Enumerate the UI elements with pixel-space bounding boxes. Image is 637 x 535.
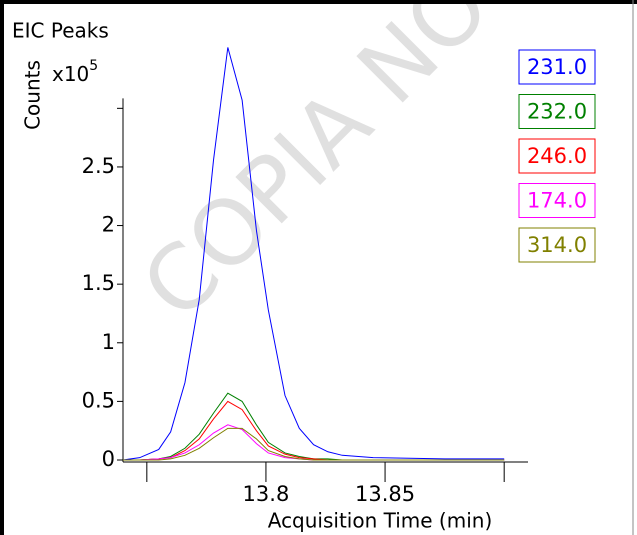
legend-box <box>518 49 596 85</box>
y-unit: x105 <box>52 58 98 86</box>
x-axis-label: Acquisition Time (min) <box>268 509 493 533</box>
legend-box <box>518 94 596 129</box>
legend-label: 246.0 <box>527 144 587 168</box>
y-tick-label: 1 <box>102 330 115 354</box>
y-tick-label: 2.5 <box>82 154 115 178</box>
y-axis-label: Counts <box>21 60 45 130</box>
y-tick-label: 0.5 <box>82 388 115 412</box>
y-tick-label: 1.5 <box>82 271 115 295</box>
legend-box <box>518 183 596 218</box>
series-line <box>123 427 505 461</box>
y-unit-exponent: 5 <box>89 58 98 74</box>
chart-title: EIC Peaks <box>12 19 109 43</box>
legend-box <box>518 227 596 263</box>
legend-label: 231.0 <box>527 55 587 79</box>
legend-label: 314.0 <box>527 233 587 257</box>
y-unit-base: x10 <box>52 62 89 86</box>
legend-label: 174.0 <box>527 189 587 213</box>
legend-label: 232.0 <box>527 100 587 124</box>
legend-box <box>518 138 596 174</box>
series-line <box>122 47 505 461</box>
y-tick-label: 2 <box>102 213 115 237</box>
y-tick-label: 0 <box>102 447 115 471</box>
x-tick-label: 13.8 <box>243 482 290 506</box>
x-tick-label: 13.85 <box>355 482 415 506</box>
